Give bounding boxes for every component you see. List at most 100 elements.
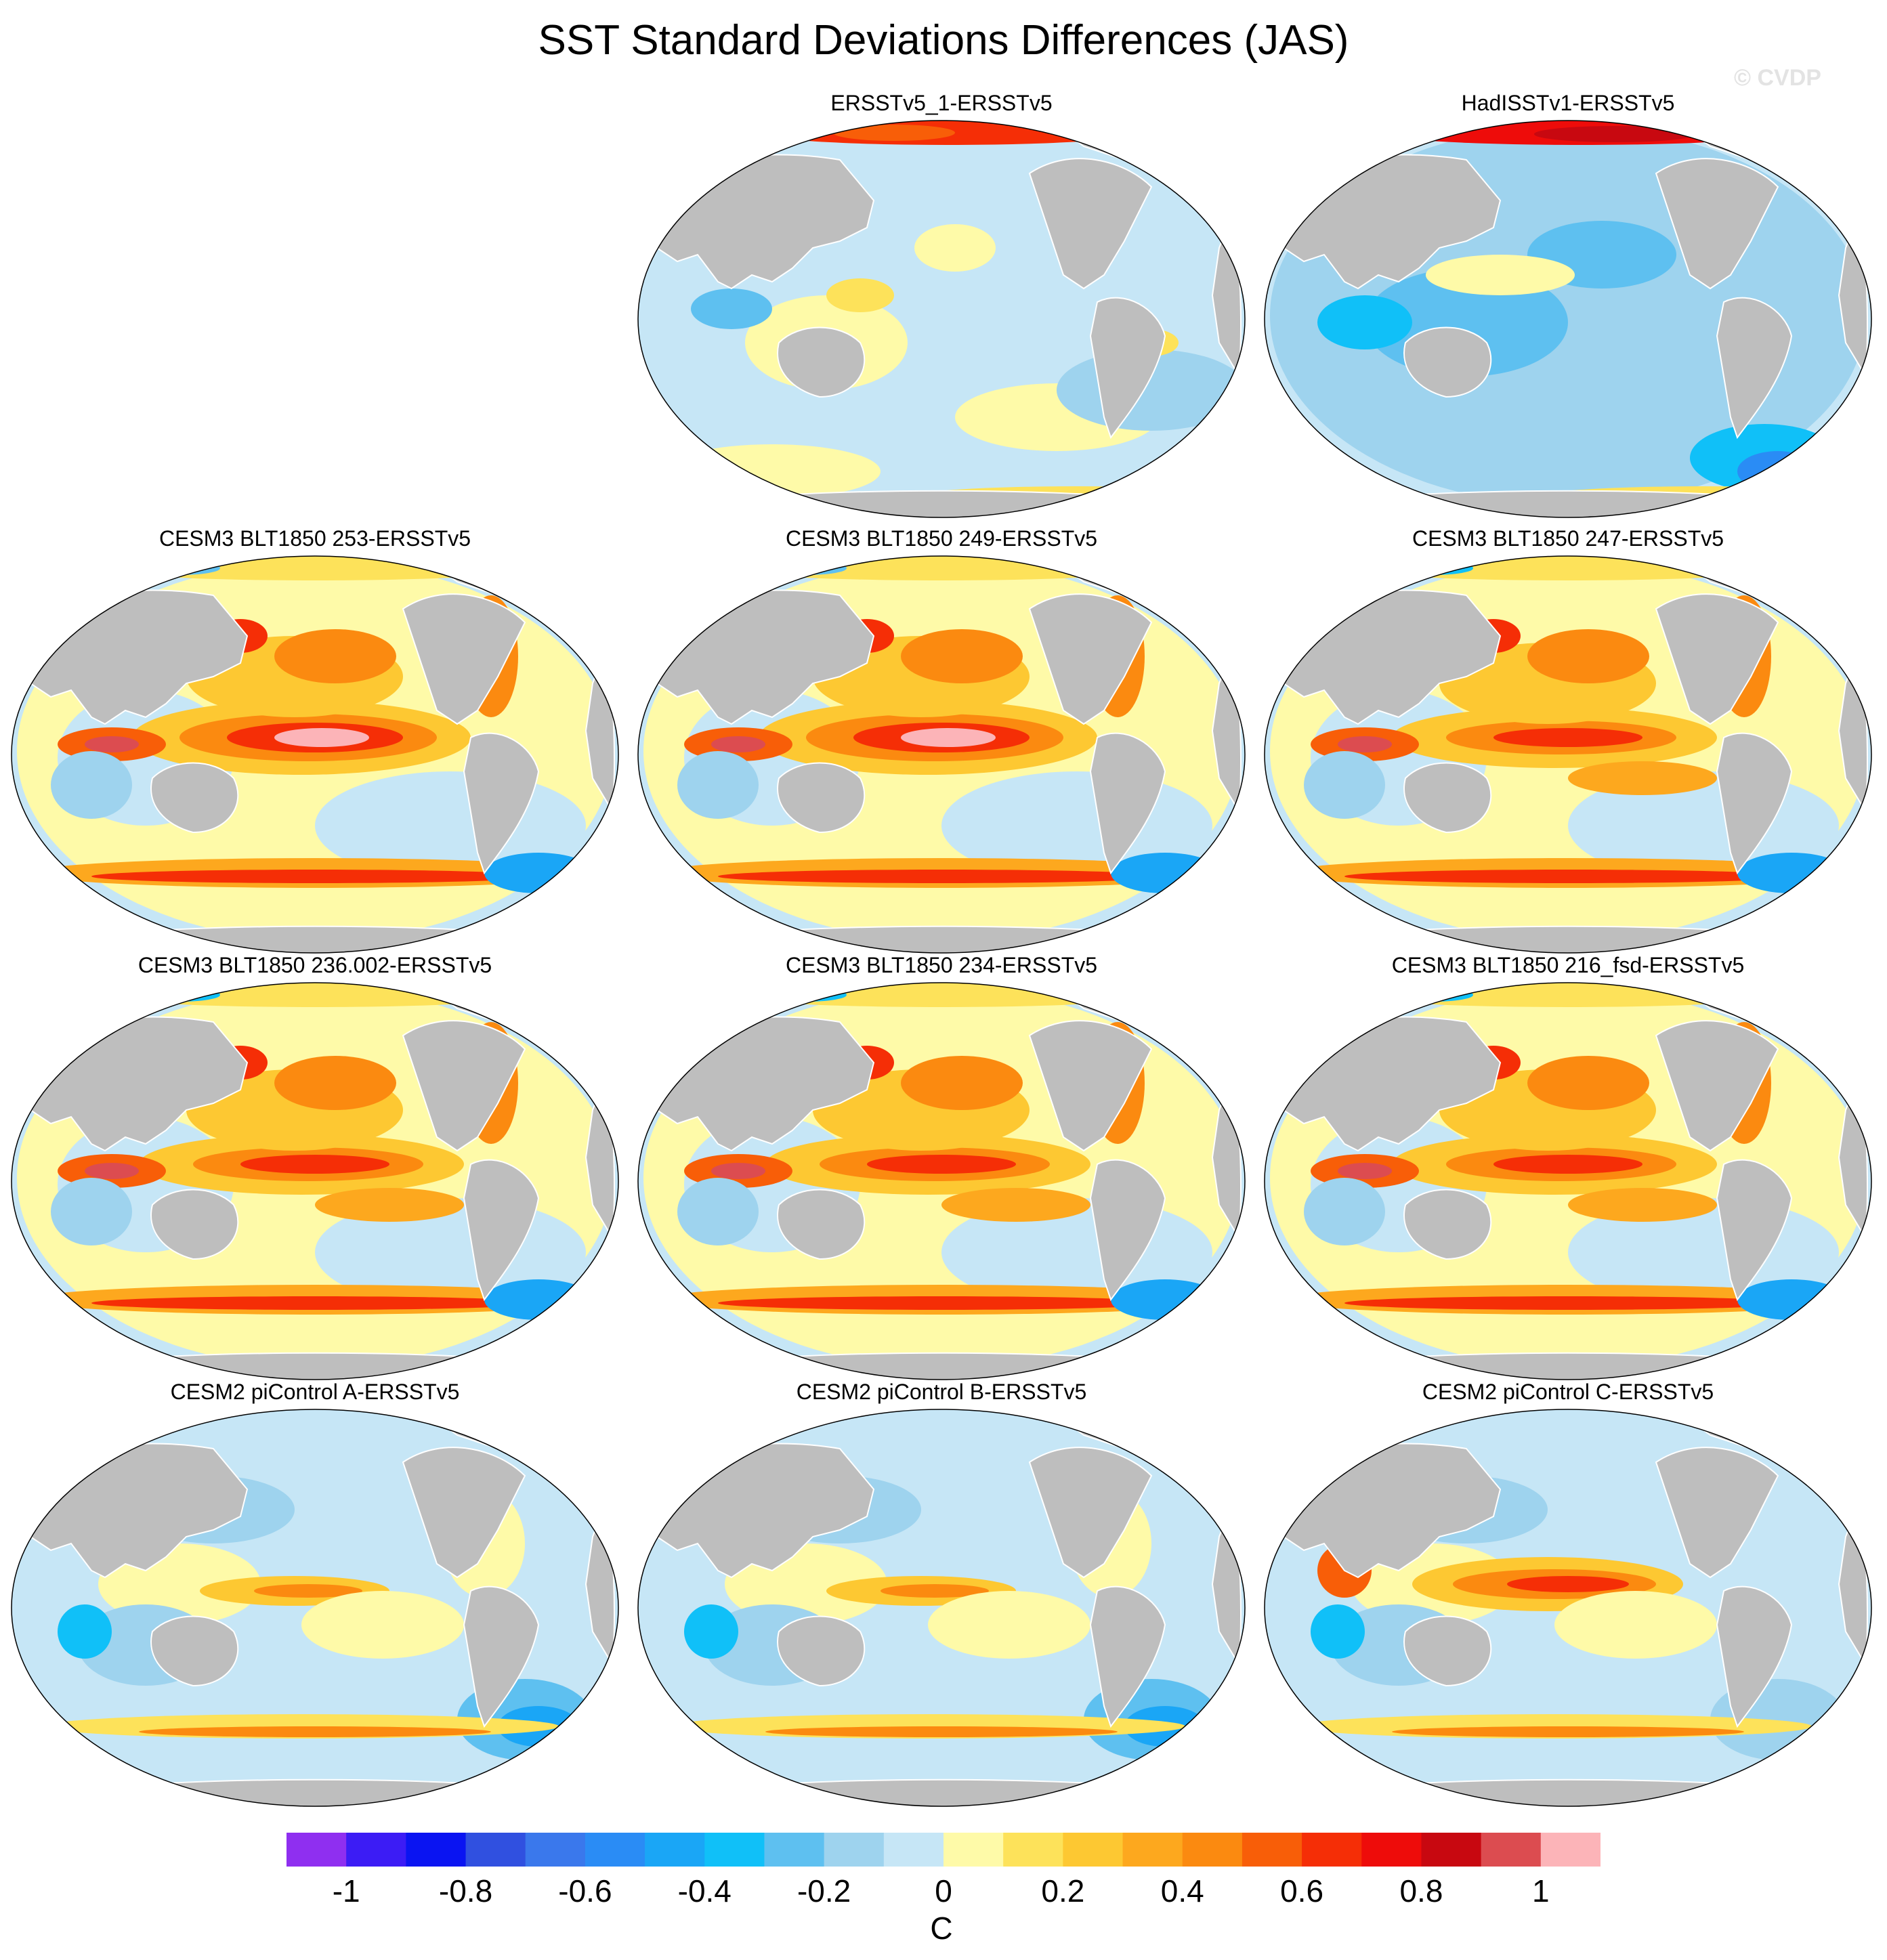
map-border bbox=[1264, 1409, 1872, 1807]
colorbar-tick-label: 0.2 bbox=[1041, 1873, 1085, 1909]
map-panel: CESM3 BLT1850 236.002-ERSSTv5 bbox=[3, 952, 627, 1385]
land-mass bbox=[1028, 593, 1153, 725]
colorbar-segment bbox=[585, 1833, 645, 1867]
map-border bbox=[1264, 982, 1872, 1380]
anomaly-region bbox=[1338, 736, 1392, 752]
anomaly-region bbox=[1568, 1188, 1717, 1222]
anomaly-region bbox=[718, 870, 1165, 883]
map-border bbox=[11, 1409, 619, 1807]
land-mass bbox=[736, 490, 1147, 517]
global-map bbox=[637, 555, 1246, 954]
land-mass bbox=[1716, 297, 1793, 440]
colorbar-unit-label: C bbox=[930, 1911, 953, 1946]
map-panel: ERSSTv5_1-ERSSTv5 bbox=[630, 89, 1253, 523]
land-mass bbox=[109, 925, 521, 953]
anomaly-region bbox=[1507, 1576, 1629, 1592]
colorbar-segment bbox=[1182, 1833, 1243, 1867]
land-mass bbox=[150, 762, 239, 834]
land-mass bbox=[777, 762, 866, 834]
land-mass bbox=[1716, 1585, 1793, 1728]
anomaly-region bbox=[1304, 751, 1385, 819]
panel-title: CESM3 BLT1850 216_fsd-ERSSTv5 bbox=[1391, 953, 1745, 977]
global-map bbox=[11, 1409, 619, 1807]
land-mass bbox=[463, 1585, 540, 1728]
global-map bbox=[1264, 982, 1872, 1380]
land-mass bbox=[1362, 490, 1774, 517]
land-mass bbox=[1089, 732, 1166, 875]
colorbar-segment bbox=[1421, 1833, 1482, 1867]
map-border bbox=[11, 982, 619, 1380]
anomaly-region bbox=[901, 728, 996, 747]
anomaly-region bbox=[1493, 728, 1642, 747]
panel-title: CESM2 piControl B-ERSSTv5 bbox=[796, 1380, 1087, 1404]
map-border bbox=[637, 1409, 1246, 1807]
anomaly-region bbox=[484, 853, 593, 893]
map-border bbox=[637, 120, 1246, 518]
anomaly-region bbox=[1493, 1155, 1642, 1174]
anomaly-region bbox=[677, 751, 759, 819]
colorbar-tick-label: -1 bbox=[332, 1873, 360, 1909]
colorbar-tick-label: 1 bbox=[1532, 1873, 1550, 1909]
land-mass bbox=[1403, 762, 1492, 834]
anomaly-region bbox=[1311, 1604, 1365, 1659]
land-mass bbox=[1655, 593, 1779, 725]
anomaly-region bbox=[914, 224, 996, 272]
colorbar-segment bbox=[465, 1833, 526, 1867]
anomaly-region bbox=[725, 983, 1158, 1007]
land-mass bbox=[150, 1189, 239, 1260]
anomaly-region bbox=[765, 561, 847, 575]
colorbar-tick-label: -0.6 bbox=[558, 1873, 612, 1909]
land-mass bbox=[1403, 1615, 1492, 1687]
colorbar bbox=[287, 1833, 1600, 1867]
anomaly-region bbox=[484, 1279, 593, 1320]
anomaly-region bbox=[725, 556, 1158, 580]
anomaly-region bbox=[684, 1604, 738, 1659]
land-mass bbox=[109, 1352, 521, 1380]
map-panel: HadISSTv1-ERSSTv5 bbox=[1256, 89, 1880, 523]
panel-title: HadISSTv1-ERSSTv5 bbox=[1461, 91, 1675, 115]
anomaly-region bbox=[1737, 451, 1819, 492]
map-border bbox=[1264, 555, 1872, 954]
figure-title: SST Standard Deviations Differences (JAS… bbox=[538, 17, 1349, 64]
colorbar-segment bbox=[525, 1833, 586, 1867]
colorbar-segment bbox=[1361, 1833, 1422, 1867]
land-mass bbox=[463, 1159, 540, 1302]
colorbar-tick-label: 0 bbox=[935, 1873, 952, 1909]
anomaly-region bbox=[85, 736, 139, 752]
anomaly-region bbox=[139, 561, 220, 575]
colorbar-segment bbox=[1540, 1833, 1600, 1867]
land-mass bbox=[1028, 1020, 1153, 1152]
anomaly-region bbox=[928, 1591, 1090, 1659]
anomaly-region bbox=[867, 1155, 1016, 1174]
anomaly-region bbox=[91, 1296, 538, 1310]
colorbar-segment bbox=[1003, 1833, 1063, 1867]
global-map bbox=[1264, 120, 1872, 518]
colorbar-tick-label: -0.8 bbox=[438, 1873, 493, 1909]
colorbar-tick-label: 0.8 bbox=[1399, 1873, 1443, 1909]
anomaly-region bbox=[901, 1056, 1023, 1110]
colorbar-segment bbox=[1302, 1833, 1362, 1867]
anomaly-region bbox=[1304, 1178, 1385, 1245]
anomaly-region bbox=[1737, 1279, 1846, 1320]
land-mass bbox=[109, 1778, 521, 1806]
anomaly-region bbox=[1568, 761, 1717, 795]
anomaly-region bbox=[85, 1163, 139, 1179]
land-mass bbox=[1362, 925, 1774, 953]
land-mass bbox=[777, 1615, 866, 1687]
colorbar-segment bbox=[1242, 1833, 1302, 1867]
anomaly-region bbox=[711, 1163, 765, 1179]
cvdp-watermark: © CVDP bbox=[1734, 65, 1821, 91]
land-mass bbox=[1655, 158, 1779, 290]
land-mass bbox=[402, 593, 526, 725]
anomaly-region bbox=[833, 125, 955, 141]
colorbar-segment bbox=[944, 1833, 1004, 1867]
colorbar-segment bbox=[1122, 1833, 1183, 1867]
map-border bbox=[637, 555, 1246, 954]
anomaly-region bbox=[274, 629, 396, 683]
land-mass bbox=[1028, 158, 1153, 290]
anomaly-region bbox=[1111, 853, 1219, 893]
anomaly-region bbox=[664, 444, 881, 498]
anomaly-region bbox=[139, 1726, 491, 1737]
anomaly-region bbox=[1392, 561, 1473, 575]
land-mass bbox=[402, 1447, 526, 1579]
